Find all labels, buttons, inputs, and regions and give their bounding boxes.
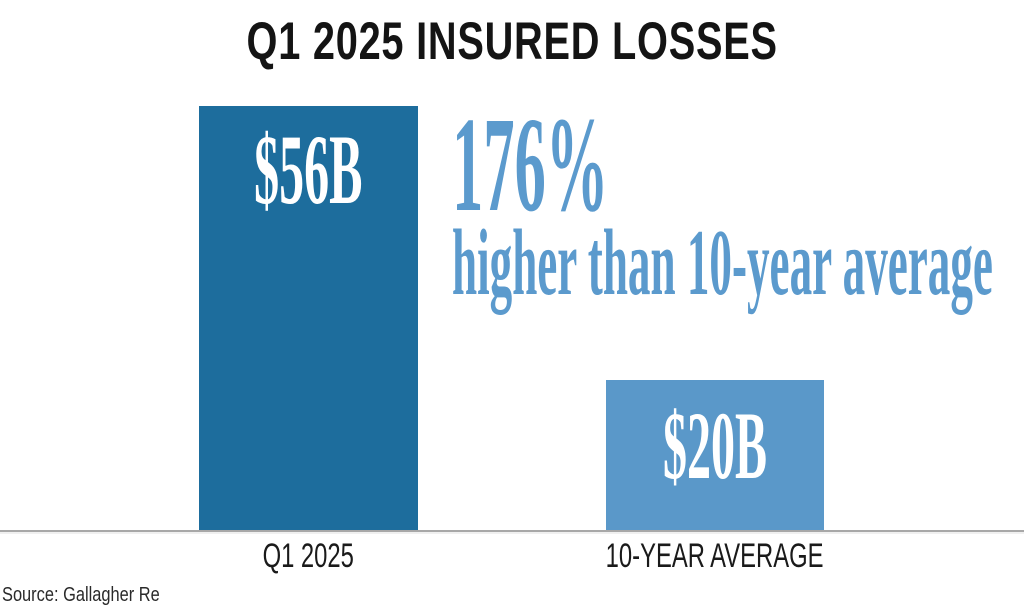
source-note-text: Source: Gallagher Re [2,584,160,606]
x-axis-label-10-year-average: 10-YEAR AVERAGE [556,539,874,573]
x-axis-label-text: 10-YEAR AVERAGE [606,537,824,575]
x-axis-label-q1-2025: Q1 2025 [199,539,418,573]
source-note: Source: Gallagher Re [2,585,194,605]
bar-10-year-average: $20B [606,380,824,532]
chart-title-text: Q1 2025 INSURED LOSSES [246,12,778,71]
chart-title: Q1 2025 INSURED LOSSES [0,15,1024,68]
bar-value-label-q1-2025: $56B [254,114,363,225]
annotation-subline: higher than 10-year average [452,211,993,315]
annotation-headline: 176% [452,90,609,240]
x-axis-baseline [0,530,1024,532]
bar-q1-2025: $56B [199,106,418,532]
x-axis-label-text: Q1 2025 [262,537,355,575]
bar-value-label-10-year-average: $20B [662,392,768,499]
